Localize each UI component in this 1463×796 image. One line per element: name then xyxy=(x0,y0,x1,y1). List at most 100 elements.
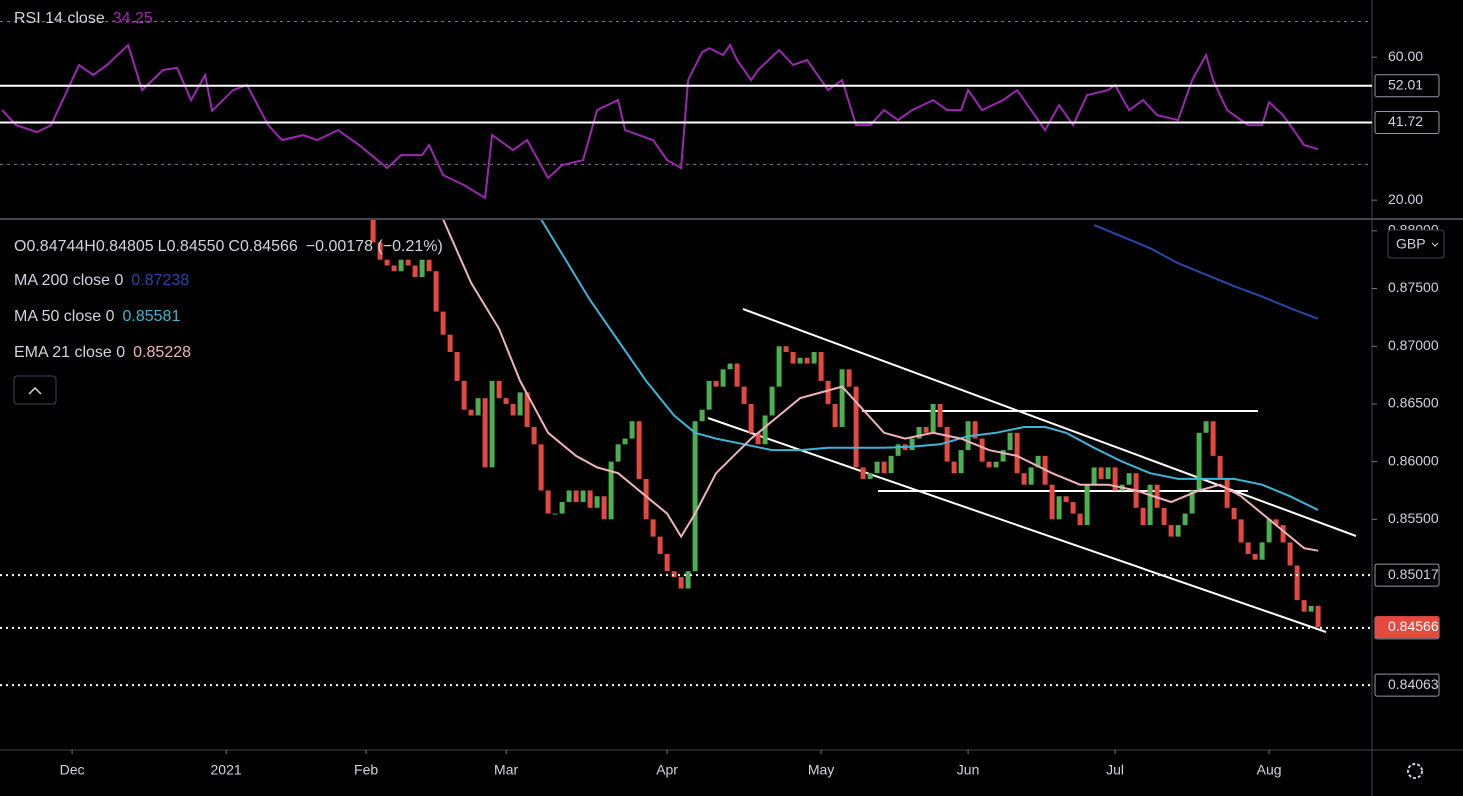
candle xyxy=(1077,513,1083,526)
candle xyxy=(1021,473,1027,485)
candle xyxy=(706,380,712,410)
x-tick-label: Mar xyxy=(494,762,518,778)
candle xyxy=(580,490,586,503)
candle xyxy=(741,386,747,404)
candle xyxy=(489,380,495,468)
candle xyxy=(559,502,565,514)
x-tick-label: Jul xyxy=(1106,762,1124,778)
ohlc-legend: O0.84744 H0.84805 L0.84550 C0.84566 −0.0… xyxy=(14,238,443,256)
candle xyxy=(405,259,411,266)
candle xyxy=(692,421,698,572)
series-line xyxy=(442,220,1319,552)
candle xyxy=(853,386,859,468)
currency-button[interactable] xyxy=(1387,229,1445,259)
candle xyxy=(1154,484,1160,508)
settings-icon[interactable] xyxy=(1407,763,1423,779)
candle xyxy=(419,259,425,278)
candle xyxy=(1238,519,1244,543)
candle xyxy=(1070,502,1076,514)
x-tick-label: Dec xyxy=(60,762,85,778)
legend-value: 0.85228 xyxy=(133,344,192,361)
series-line xyxy=(1,43,1319,200)
candle xyxy=(923,427,929,433)
candle xyxy=(475,398,481,416)
level-label: 0.84063 xyxy=(1388,676,1439,692)
candle xyxy=(482,398,488,468)
ohlc-close: C0.84566 xyxy=(228,238,298,255)
rsi-pane xyxy=(0,20,1372,200)
candle xyxy=(1049,484,1055,520)
candle xyxy=(1210,421,1216,456)
candle xyxy=(377,242,383,260)
y-tick-label: 60.00 xyxy=(1388,48,1423,64)
legend-entry: MA 50 close 0 0.85581 xyxy=(14,308,180,326)
candle xyxy=(1280,525,1286,543)
candle xyxy=(1252,553,1258,560)
candle xyxy=(1112,467,1118,491)
candle xyxy=(629,421,635,439)
level-box xyxy=(1374,74,1440,98)
ohlc-low: L0.84550 xyxy=(157,238,225,255)
candle xyxy=(552,513,558,515)
price-pane xyxy=(0,220,1372,687)
candle xyxy=(573,490,579,503)
currency-caret xyxy=(1431,242,1439,247)
candle xyxy=(468,409,474,416)
candle xyxy=(398,259,404,272)
candle xyxy=(440,311,446,335)
candle xyxy=(566,490,572,503)
candle xyxy=(461,380,467,410)
candle xyxy=(454,352,460,381)
candle xyxy=(1182,513,1188,526)
channel-lower xyxy=(707,417,1327,633)
legend-name: MA 200 close 0 xyxy=(14,272,124,289)
candle xyxy=(1266,519,1272,543)
candle xyxy=(1007,432,1013,451)
candle xyxy=(888,455,894,474)
candle xyxy=(734,363,740,387)
legend-entry: MA 200 close 0 0.87238 xyxy=(14,272,189,290)
candle xyxy=(1287,542,1293,566)
trend-lines xyxy=(707,308,1357,633)
level-label: 41.72 xyxy=(1388,113,1423,129)
last-price-label: 0.84566 xyxy=(1388,618,1439,634)
y-tick-label: 0.87500 xyxy=(1388,279,1439,295)
collapse-button[interactable] xyxy=(13,375,57,405)
candle xyxy=(1231,507,1237,520)
candle xyxy=(545,490,551,514)
candle xyxy=(1294,565,1300,601)
candle xyxy=(881,461,887,474)
x-tick-label: May xyxy=(808,762,834,778)
candle xyxy=(713,380,719,387)
candle xyxy=(1273,519,1279,526)
x-tick-label: Jun xyxy=(957,762,980,778)
candle xyxy=(1091,467,1097,485)
candle xyxy=(643,478,649,520)
candle xyxy=(1126,473,1132,485)
candle xyxy=(1175,525,1181,537)
candle xyxy=(748,403,754,433)
rsi-legend: RSI 14 close 34.25 xyxy=(14,10,153,28)
y-tick-label: 0.86000 xyxy=(1388,452,1439,468)
x-tick-label: Apr xyxy=(656,762,678,778)
candle xyxy=(510,403,516,416)
level-box xyxy=(1374,563,1440,587)
candle xyxy=(685,571,691,589)
candle xyxy=(678,577,684,589)
candle xyxy=(650,519,656,537)
candle xyxy=(622,438,628,445)
candle xyxy=(496,380,502,399)
candle xyxy=(1217,455,1223,479)
candle xyxy=(874,461,880,474)
candle xyxy=(1224,478,1230,508)
ohlc-high: H0.84805 xyxy=(84,238,154,255)
candle xyxy=(1000,450,1006,462)
candle xyxy=(594,496,600,508)
candle xyxy=(433,271,439,312)
candle xyxy=(860,467,866,479)
candle xyxy=(664,553,670,572)
candle xyxy=(937,403,943,428)
candle xyxy=(1056,496,1062,520)
candle xyxy=(608,461,614,520)
